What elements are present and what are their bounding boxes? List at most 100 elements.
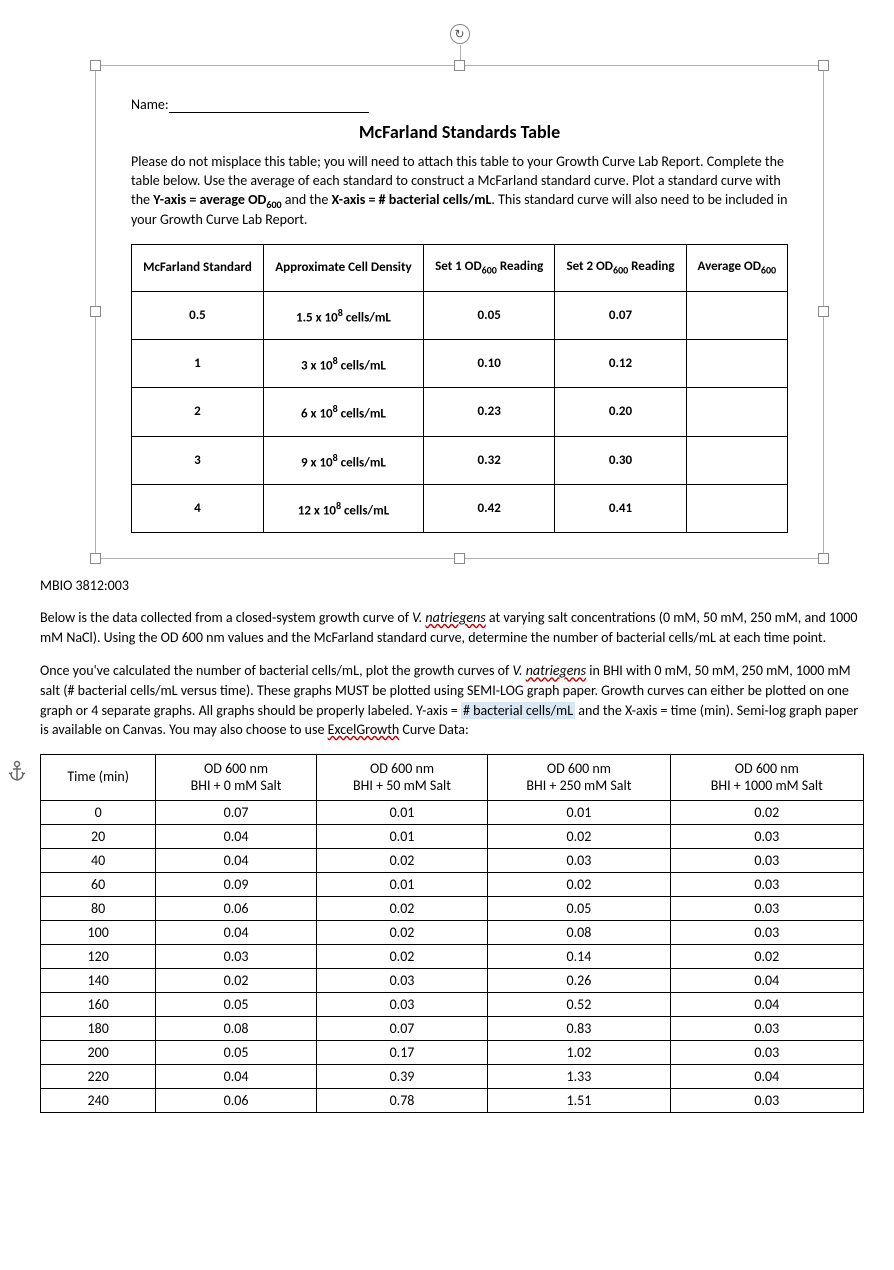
resize-handle-tm[interactable] [454,60,465,71]
col-header: Set 1 OD600 Reading [424,244,555,291]
cell: 0.05 [156,1041,316,1065]
cell-set1: 0.05 [424,291,555,339]
cell: 0.03 [156,945,316,969]
col-header: OD 600 nmBHI + 250 mM Salt [488,754,670,801]
cell: 0.52 [488,993,670,1017]
cell: 1.02 [488,1041,670,1065]
cell: 0.03 [670,1041,863,1065]
cell-standard: 3 [132,436,264,484]
cell: 60 [41,873,156,897]
frame-intro: Please do not misplace this table; you w… [131,153,788,230]
cell: 0.05 [156,993,316,1017]
cell: 0.02 [156,969,316,993]
table-row: 00.070.010.010.02 [41,801,864,825]
cell: 140 [41,969,156,993]
table-row: 1600.050.030.520.04 [41,993,864,1017]
cell-standard: 4 [132,484,264,532]
cell: 120 [41,945,156,969]
mcfarland-tbody: 0.51.5 x 108 cells/mL0.050.0713 x 108 ce… [132,291,788,533]
cell: 0.02 [316,849,487,873]
cell: 0.01 [488,801,670,825]
cell: 1.51 [488,1089,670,1113]
cell: 0.02 [670,801,863,825]
table-row: 2400.060.781.510.03 [41,1089,864,1113]
cell: 0.01 [316,801,487,825]
cell: 0.07 [156,801,316,825]
name-label: Name: [131,96,169,113]
cell: 0.03 [670,1017,863,1041]
cell: 0.03 [316,993,487,1017]
cell: 0.03 [670,1089,863,1113]
table-row: 2200.040.391.330.04 [41,1065,864,1089]
cell: 0.04 [670,1065,863,1089]
cell-avg [686,484,787,532]
cell-set2: 0.41 [555,484,686,532]
cell: 200 [41,1041,156,1065]
col-header: OD 600 nmBHI + 0 mM Salt [156,754,316,801]
cell: 1.33 [488,1065,670,1089]
cell-set1: 0.23 [424,388,555,436]
cell-set2: 0.12 [555,339,686,387]
cell: 0.14 [488,945,670,969]
resize-handle-mr[interactable] [818,306,829,317]
cell: 0.02 [488,873,670,897]
cell: 80 [41,897,156,921]
table-row: 39 x 108 cells/mL0.320.30 [132,436,788,484]
frame-title: McFarland Standards Table [131,121,788,143]
cell: 0.03 [670,849,863,873]
cell: 0.05 [488,897,670,921]
cell: 220 [41,1065,156,1089]
selected-image-frame[interactable]: ↻ Name: McFarland Standards Table Please… [95,65,824,559]
cell: 0.03 [316,969,487,993]
resize-handle-bl[interactable] [90,553,101,564]
cell: 0.09 [156,873,316,897]
col-header: OD 600 nmBHI + 1000 mM Salt [670,754,863,801]
cell: 100 [41,921,156,945]
cell: 40 [41,849,156,873]
cell: 0.02 [316,921,487,945]
cell: 0.04 [670,993,863,1017]
cell-avg [686,436,787,484]
cell: 160 [41,993,156,1017]
cell-set2: 0.30 [555,436,686,484]
cell: 0.04 [670,969,863,993]
cell-avg [686,291,787,339]
cell: 0.03 [670,873,863,897]
cell-standard: 0.5 [132,291,264,339]
table-row: 600.090.010.020.03 [41,873,864,897]
cell-density: 3 x 108 cells/mL [263,339,423,387]
cell: 0.02 [316,945,487,969]
cell-avg [686,339,787,387]
table-row: 1000.040.020.080.03 [41,921,864,945]
resize-handle-br[interactable] [818,553,829,564]
resize-handle-tl[interactable] [90,60,101,71]
rotate-handle[interactable]: ↻ [450,24,470,44]
cell: 0.04 [156,1065,316,1089]
cell: 0.39 [316,1065,487,1089]
cell-set2: 0.20 [555,388,686,436]
table-row: 2000.050.171.020.03 [41,1041,864,1065]
name-blank [169,112,369,113]
col-header: McFarland Standard [132,244,264,291]
cell: 0.08 [488,921,670,945]
resize-handle-tr[interactable] [818,60,829,71]
table-row: 200.040.010.020.03 [41,825,864,849]
cell: 0.01 [316,873,487,897]
cell-set1: 0.32 [424,436,555,484]
cell: 0 [41,801,156,825]
name-field-line: Name: [131,96,788,113]
cell: 240 [41,1089,156,1113]
mcfarland-table: McFarland Standard Approximate Cell Dens… [131,244,788,533]
cell: 0.03 [488,849,670,873]
cell-density: 12 x 108 cells/mL [263,484,423,532]
resize-handle-ml[interactable] [90,306,101,317]
growth-data-table: Time (min) OD 600 nmBHI + 0 mM Salt OD 6… [40,754,864,1114]
cell: 0.01 [316,825,487,849]
col-header: Set 2 OD600 Reading [555,244,686,291]
resize-handle-bm[interactable] [454,553,465,564]
cell: 0.03 [670,897,863,921]
table-row: 1200.030.020.140.02 [41,945,864,969]
cell-set2: 0.07 [555,291,686,339]
cell: 0.02 [488,825,670,849]
table-row: 1800.080.070.830.03 [41,1017,864,1041]
